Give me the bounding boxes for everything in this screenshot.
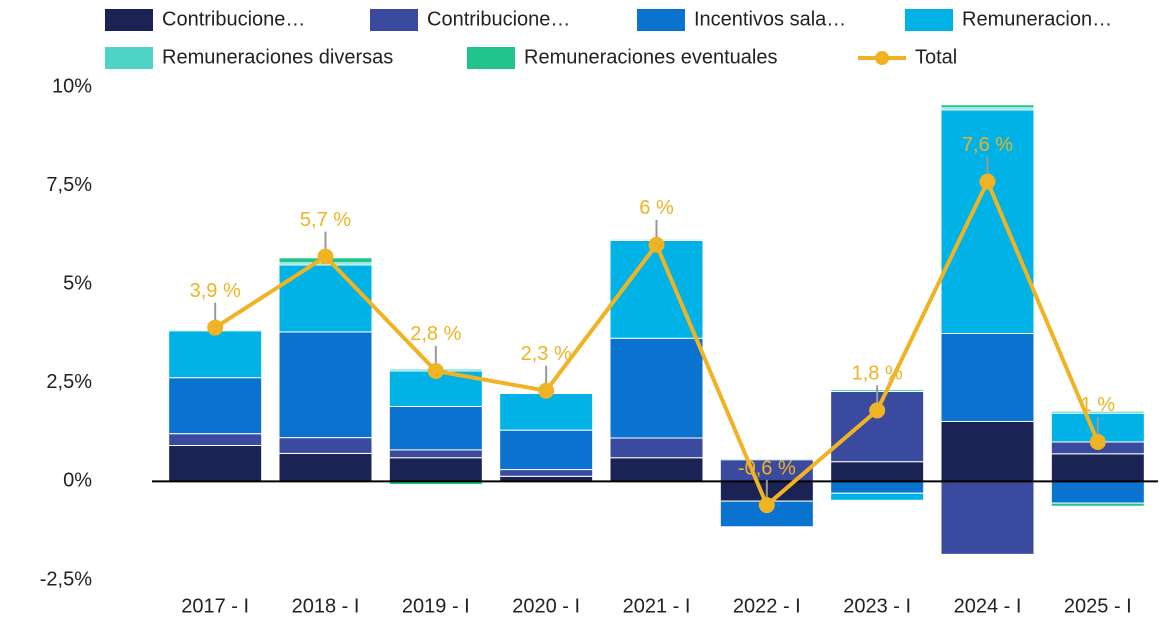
legend-label: Total [915,46,957,68]
y-tick-label: 0% [63,470,92,492]
legend-swatch [467,47,515,69]
bar-segment [940,109,1035,334]
legend-label: Contribucione… [427,8,570,30]
legend-label: Contribucione… [162,8,305,30]
bar-segment [1050,502,1145,507]
bar-segment [168,445,263,482]
bar-segment [388,405,483,451]
bar-segment [388,449,483,459]
bar-segment [1050,453,1145,482]
legend-swatch [105,47,153,69]
bar-segment [609,337,704,439]
legend-swatch [905,9,953,31]
legend-marker [875,51,889,65]
bar-segment [499,392,594,431]
x-tick-label: 2024 - I [954,595,1022,617]
bar-segment [1050,410,1145,414]
bar-segment [830,480,925,494]
legend-swatch [370,9,418,31]
bar-segment [278,437,373,454]
bar-segment [940,420,1035,482]
legend-label: Incentivos sala… [694,8,846,30]
bar-segment [609,437,704,459]
bar-segment [830,492,925,501]
x-tick-label: 2021 - I [623,595,691,617]
bar-segment [830,461,925,482]
x-tick-label: 2020 - I [512,595,580,617]
x-tick-label: 2018 - I [292,595,360,617]
data-label: 2,8 % [410,323,461,345]
total-point [1089,433,1106,450]
y-tick-label: 2,5% [46,371,92,393]
x-tick-label: 2017 - I [181,595,249,617]
bar-segment [278,331,373,439]
total-point [758,497,775,514]
y-tick-label: -2,5% [40,568,92,590]
bar-segment [168,433,263,447]
data-label: 5,7 % [300,209,351,231]
legend-label: Remuneracion… [962,8,1112,30]
bar-segment [940,333,1035,422]
bar-segment [719,457,814,460]
x-tick-label: 2025 - I [1064,595,1132,617]
bar-segment [499,469,594,477]
total-point [207,319,224,336]
data-label: 7,6 % [962,134,1013,156]
data-label: 6 % [639,197,674,219]
total-point [427,362,444,379]
data-label: 1 % [1081,394,1116,416]
y-tick-label: 7,5% [46,174,92,196]
bar-segment [388,457,483,482]
total-point [869,402,886,419]
bar-segment [278,264,373,333]
total-point [648,236,665,253]
bar-segment [940,480,1035,555]
total-point [979,173,996,190]
data-label: 3,9 % [190,280,241,302]
bar-segment [168,330,263,379]
legend-swatch [637,9,685,31]
legend-label: Remuneraciones diversas [162,46,393,68]
bar-segment [499,429,594,471]
y-tick-label: 10% [52,75,92,97]
bar-segment [278,452,373,482]
bar-segment [1050,480,1145,504]
x-tick-label: 2022 - I [733,595,801,617]
x-tick-label: 2019 - I [402,595,470,617]
total-point [317,248,334,265]
x-tick-label: 2023 - I [843,595,911,617]
bar-segment [168,377,263,435]
bar-segment [609,457,704,482]
data-label: -0,6 % [738,457,796,479]
y-tick-label: 5% [63,272,92,294]
data-label: 2,3 % [521,343,572,365]
total-point [538,382,555,399]
legend-label: Remuneraciones eventuales [524,46,778,68]
bar-segment [940,104,1035,109]
data-label: 1,8 % [852,363,903,385]
legend-swatch [105,9,153,31]
